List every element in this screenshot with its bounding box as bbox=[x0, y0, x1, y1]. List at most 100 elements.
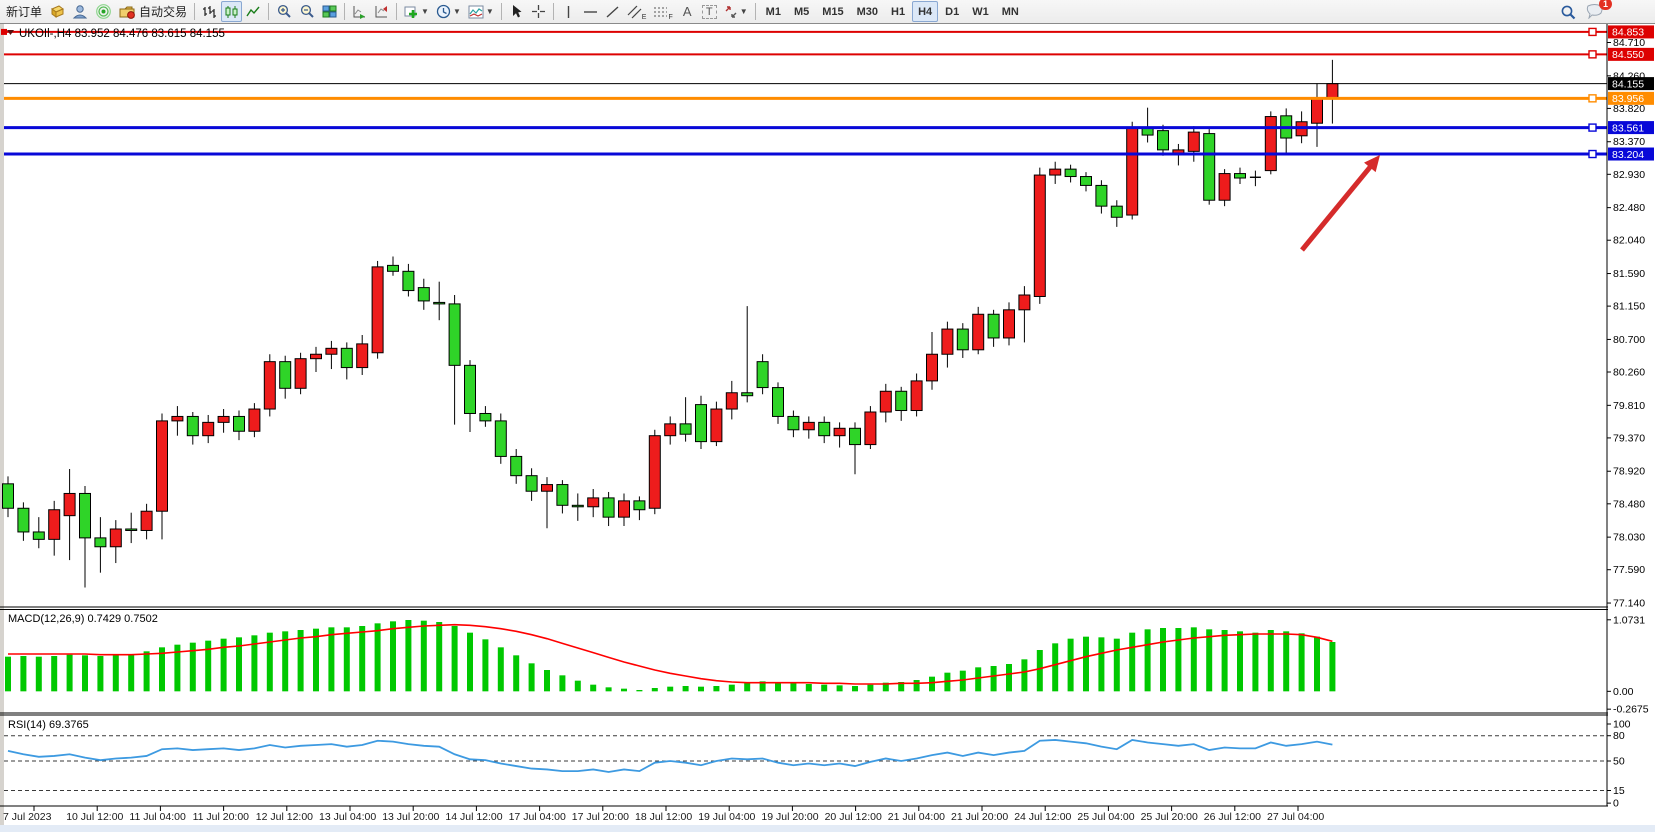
chart-line-button[interactable] bbox=[243, 1, 264, 22]
timeframe-m5-button[interactable]: M5 bbox=[793, 5, 810, 18]
signal-button[interactable] bbox=[92, 1, 115, 22]
bearish-candle bbox=[510, 455, 523, 477]
tile-windows-button[interactable] bbox=[319, 1, 340, 22]
channel-button[interactable]: E bbox=[624, 1, 650, 22]
hline-handle[interactable] bbox=[1588, 94, 1597, 103]
price-badge-label: 83.204 bbox=[1612, 149, 1644, 161]
timeframe-m15-button[interactable]: M15 bbox=[822, 5, 844, 18]
bullish-candle bbox=[1126, 127, 1139, 216]
macd-histogram-bar bbox=[744, 682, 751, 692]
macd-histogram-bar bbox=[313, 628, 319, 692]
time-label: 26 Jul 12:00 bbox=[1204, 811, 1261, 823]
collapse-triangle-icon[interactable] bbox=[7, 30, 14, 35]
zoom-in-button[interactable] bbox=[273, 1, 295, 22]
trendline-button[interactable] bbox=[602, 1, 623, 22]
hline-handle-left[interactable] bbox=[1, 28, 7, 35]
bearish-candle bbox=[787, 415, 800, 431]
macd-histogram-bar bbox=[159, 647, 165, 692]
vertical-line-button[interactable] bbox=[558, 1, 579, 22]
macd-histogram-bar bbox=[775, 682, 781, 692]
macd-histogram-bar bbox=[1021, 659, 1028, 692]
macd-histogram-bar bbox=[1006, 664, 1012, 692]
hline-handle[interactable] bbox=[1588, 50, 1597, 59]
trend-arrow-annotation[interactable] bbox=[1300, 155, 1380, 252]
autoscroll-button[interactable] bbox=[349, 1, 370, 22]
autotrade-button[interactable]: 自动交易 bbox=[116, 1, 190, 22]
timeframe-w1-button[interactable]: W1 bbox=[972, 5, 989, 18]
time-label: 12 Jul 12:00 bbox=[256, 811, 313, 823]
fibonacci-button[interactable]: F bbox=[650, 1, 675, 22]
cursor-icon bbox=[512, 5, 522, 18]
macd-histogram-bar bbox=[959, 670, 966, 692]
bullish-candle bbox=[1218, 173, 1231, 201]
bearish-candle bbox=[849, 427, 861, 446]
timeframe-mn-button[interactable]: MN bbox=[1001, 5, 1019, 18]
macd-label: MACD(12,26,9) 0.7429 0.7502 bbox=[8, 613, 158, 625]
macd-histogram-bar bbox=[759, 681, 766, 692]
macd-histogram-bar bbox=[513, 655, 520, 692]
bearish-candle bbox=[956, 328, 969, 351]
chart-candles-button[interactable] bbox=[221, 1, 243, 22]
bullish-candle bbox=[1003, 309, 1015, 339]
profile-button[interactable] bbox=[69, 1, 91, 22]
macd-histogram-bar bbox=[482, 639, 489, 692]
macd-histogram-bar bbox=[297, 630, 304, 692]
zoom-out-button[interactable] bbox=[296, 1, 318, 22]
hline-handle[interactable] bbox=[1588, 149, 1597, 159]
macd-histogram-bar bbox=[713, 686, 720, 692]
macd-histogram-bar bbox=[698, 686, 704, 692]
time-label: 7 Jul 2023 bbox=[3, 811, 52, 823]
arrows-button[interactable]: ▼ bbox=[721, 1, 751, 22]
new-chart-button[interactable]: ▼ bbox=[401, 1, 432, 22]
text-button[interactable]: A bbox=[682, 4, 692, 19]
indicators-button[interactable]: ▼ bbox=[465, 1, 497, 22]
horizontal-line-button[interactable] bbox=[580, 1, 601, 22]
notifications-button[interactable]: 1 bbox=[1583, 0, 1612, 22]
deposit-button[interactable] bbox=[46, 1, 68, 22]
macd-histogram-bar bbox=[1329, 642, 1336, 692]
chart-canvas[interactable]: 84.71084.26083.82083.37082.93082.48082.0… bbox=[0, 24, 1655, 832]
timeframe-m1-button[interactable]: M1 bbox=[765, 5, 781, 18]
bullish-candle bbox=[310, 353, 322, 360]
timeframe-d1-button[interactable]: D1 bbox=[945, 5, 960, 18]
bullish-candle bbox=[1018, 294, 1031, 311]
macd-histogram-bar bbox=[1283, 631, 1290, 692]
arrow-shaft bbox=[1300, 163, 1374, 252]
price-tick-label: 79.810 bbox=[1613, 400, 1645, 412]
bearish-candle bbox=[125, 528, 138, 531]
macd-histogram-bar bbox=[728, 684, 735, 692]
rsi-axis-label: 15 bbox=[1613, 785, 1625, 797]
price-badge bbox=[1608, 147, 1654, 161]
macd-axis-label: 1.0731 bbox=[1613, 614, 1645, 626]
text-label-button[interactable]: T bbox=[699, 1, 720, 22]
hline-handle[interactable] bbox=[1588, 123, 1597, 132]
price-tick-label: 80.700 bbox=[1613, 334, 1645, 346]
search-button[interactable] bbox=[1557, 1, 1579, 22]
chat-bubble-icon bbox=[1586, 4, 1603, 19]
crosshair-button[interactable] bbox=[528, 1, 549, 22]
chart-shift-button[interactable] bbox=[371, 1, 392, 22]
time-label: 20 Jul 12:00 bbox=[825, 811, 882, 823]
macd-histogram-bar bbox=[929, 676, 935, 692]
bullish-candle bbox=[109, 528, 122, 548]
arrows-icon bbox=[725, 5, 737, 18]
chart-bars-button[interactable] bbox=[199, 1, 220, 22]
periods-button[interactable]: ▼ bbox=[433, 1, 464, 22]
bullish-candle bbox=[541, 484, 553, 492]
macd-histogram-bar bbox=[328, 627, 335, 692]
bullish-candle bbox=[294, 358, 307, 389]
macd-histogram-bar bbox=[1298, 633, 1305, 692]
hline-handle[interactable] bbox=[1588, 27, 1597, 37]
timeframe-h4-button[interactable]: H4 bbox=[912, 1, 939, 22]
new-order-button[interactable]: 新订单 bbox=[6, 5, 43, 19]
timeframe-h1-button[interactable]: H1 bbox=[891, 5, 906, 18]
timeframe-m30-button[interactable]: M30 bbox=[856, 5, 879, 18]
macd-histogram-bar bbox=[35, 656, 42, 692]
macd-histogram-bar bbox=[420, 620, 427, 692]
macd-histogram-bar bbox=[1160, 628, 1166, 692]
time-axis[interactable]: 7 Jul 2023 10 Jul 12:00 11 Jul 04:00 11 Jul… bbox=[3, 806, 1324, 823]
price-badge-label: 84.550 bbox=[1612, 49, 1644, 61]
cursor-button[interactable] bbox=[506, 1, 527, 22]
macd-histogram-bar bbox=[528, 663, 535, 692]
dropdown-caret-icon: ▼ bbox=[485, 7, 494, 16]
